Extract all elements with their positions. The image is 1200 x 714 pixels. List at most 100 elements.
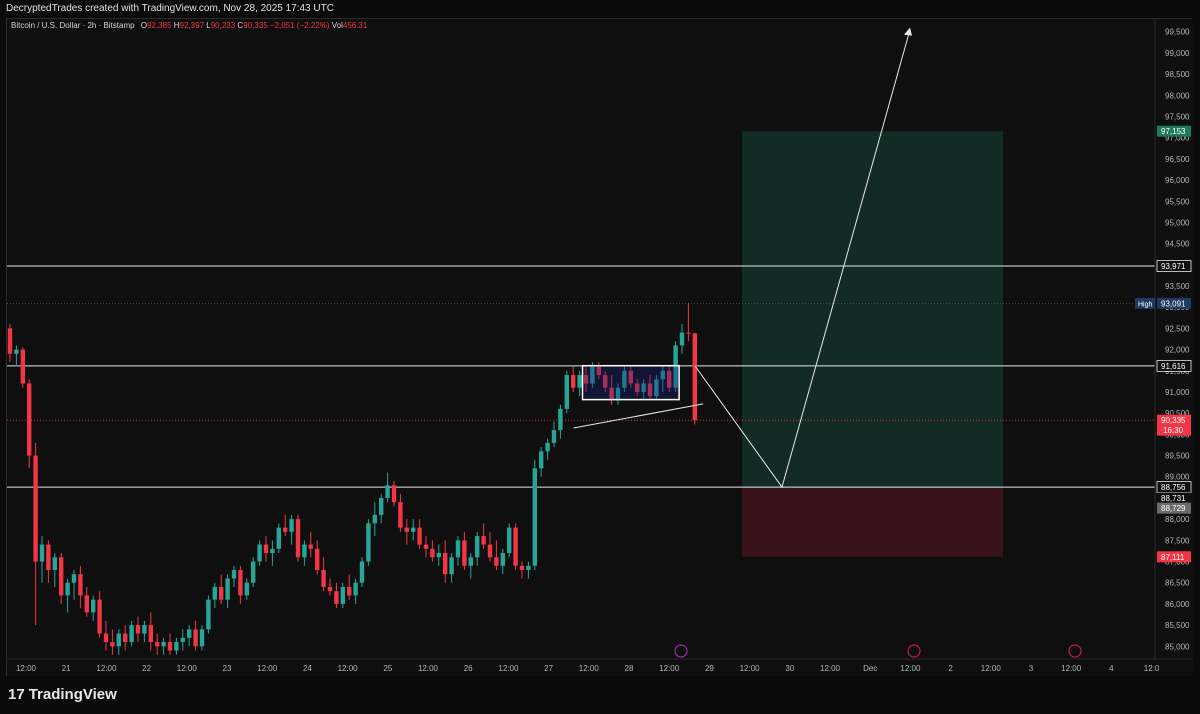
candle-up	[231, 569, 237, 579]
economic-event-icon	[1068, 644, 1082, 658]
candle-up	[436, 553, 441, 558]
ohlc-close-label: C	[237, 21, 244, 30]
candle-down	[20, 349, 25, 384]
candle-up	[615, 387, 621, 401]
candle-down	[443, 553, 448, 575]
candle-up	[302, 544, 307, 558]
candle-down	[647, 383, 653, 397]
price-tick-label: 92,000	[1165, 346, 1190, 355]
volume-value: 456.31	[342, 21, 368, 30]
time-tick-label: 25	[383, 664, 392, 673]
candle-down	[519, 565, 525, 570]
candle-up	[276, 527, 281, 549]
candle-up	[468, 557, 473, 566]
candle-down	[193, 629, 198, 647]
candle-up	[116, 633, 121, 647]
candle-up	[539, 451, 544, 469]
candle-down	[321, 569, 326, 587]
candle-down	[487, 544, 493, 558]
candle-down	[513, 527, 518, 566]
time-tick-label: 12:00	[418, 664, 439, 673]
candle-down	[430, 548, 435, 558]
candle-up	[654, 379, 659, 397]
time-axis: 12:00 21 12:00 22 12:00 23 12:00 24 12:00 25 12:00…	[7, 658, 1193, 673]
candle-down	[78, 574, 83, 596]
candle-up	[679, 332, 685, 346]
candle-up	[340, 586, 345, 604]
ohlc-open-label: O	[140, 21, 148, 30]
candle-up	[180, 637, 185, 643]
candle-up	[65, 582, 70, 596]
candle-down	[27, 383, 32, 456]
price-tick-label: 95,000	[1165, 218, 1190, 227]
candle-up	[532, 468, 537, 566]
level-tag-label: 91,616	[1161, 362, 1186, 371]
candle-up	[206, 599, 211, 630]
candle-down	[135, 625, 141, 634]
candle-down	[263, 544, 269, 554]
candle-up	[359, 561, 365, 583]
tradingview-logo[interactable]: 17 TradingView	[8, 686, 117, 703]
time-tick-label: 12:00	[177, 664, 198, 673]
price-tick-label: 87,500	[1165, 536, 1190, 545]
price-tick-label: 96,500	[1165, 155, 1190, 164]
price-tick-label: 86,000	[1165, 600, 1190, 609]
candle-down	[583, 375, 589, 384]
countdown-label: 16:30	[1163, 426, 1184, 435]
tradingview-mark-icon: 17	[8, 686, 25, 703]
candle-down	[7, 328, 13, 354]
stop-zone	[742, 488, 1003, 557]
candle-up	[475, 536, 480, 558]
candle-up	[622, 370, 627, 388]
time-tick-label: 12:00	[981, 664, 1002, 673]
price-chart[interactable]: 85,00085,50086,00086,50087,00087,50088,0…	[7, 19, 1193, 677]
candle-up	[91, 599, 96, 613]
candle-up	[212, 586, 217, 600]
time-tick-label: 12:00	[257, 664, 278, 673]
price-axis: 85,00085,50086,00086,50087,00087,50088,0…	[1135, 19, 1192, 659]
level-tag	[1156, 359, 1192, 372]
candle-down	[347, 586, 352, 596]
level-tag	[1156, 481, 1192, 493]
chart-panel[interactable]: 85,00085,50086,00086,50087,00087,50088,0…	[6, 18, 1193, 677]
candle-down	[33, 455, 38, 562]
price-tick-label: 94,500	[1165, 240, 1190, 249]
candle-up	[244, 582, 249, 596]
candle-up	[142, 625, 147, 634]
position-zones	[742, 131, 1003, 557]
ohlc-low-label: L	[206, 21, 211, 30]
candle-down	[283, 527, 288, 532]
chart-background	[7, 19, 1193, 677]
time-tick-label: 12:00	[820, 664, 841, 673]
entry-mid-tag-label: 88,729	[1161, 504, 1186, 513]
level-tag-label: 93,971	[1161, 262, 1186, 271]
time-tick-label: 4	[1109, 664, 1114, 673]
level-tag	[1156, 260, 1192, 272]
time-tick-label: 21	[62, 664, 71, 673]
level-tag-label: 88,756	[1161, 483, 1186, 492]
candle-up	[251, 561, 256, 583]
candle-up	[577, 375, 582, 388]
stop-tag-label: 87,111	[1161, 553, 1185, 562]
horizontal-levels	[7, 265, 1155, 488]
candle-up	[52, 557, 57, 570]
candle-up	[270, 548, 275, 554]
candle-up	[71, 574, 77, 583]
candle-up	[39, 544, 45, 562]
price-tick-label: 99,000	[1165, 49, 1190, 58]
candle-up	[564, 375, 569, 409]
candle-up	[551, 430, 557, 443]
price-tick-label: 95,500	[1165, 197, 1190, 206]
ohlc-high-label: H	[173, 21, 180, 30]
time-tick-label: 12:00	[659, 664, 680, 673]
price-tick-label: 88,000	[1165, 515, 1190, 524]
candle-down	[295, 519, 301, 558]
candle-up	[545, 442, 550, 452]
target-tag-box	[1157, 125, 1191, 137]
trend-line	[573, 403, 704, 429]
candle-down	[46, 544, 51, 570]
price-tick-label: 98,500	[1165, 70, 1190, 79]
current-price-label: 90,335	[1161, 416, 1186, 425]
attribution-text: DecryptedTrades created with TradingView…	[6, 3, 334, 14]
event-icon	[674, 644, 688, 658]
